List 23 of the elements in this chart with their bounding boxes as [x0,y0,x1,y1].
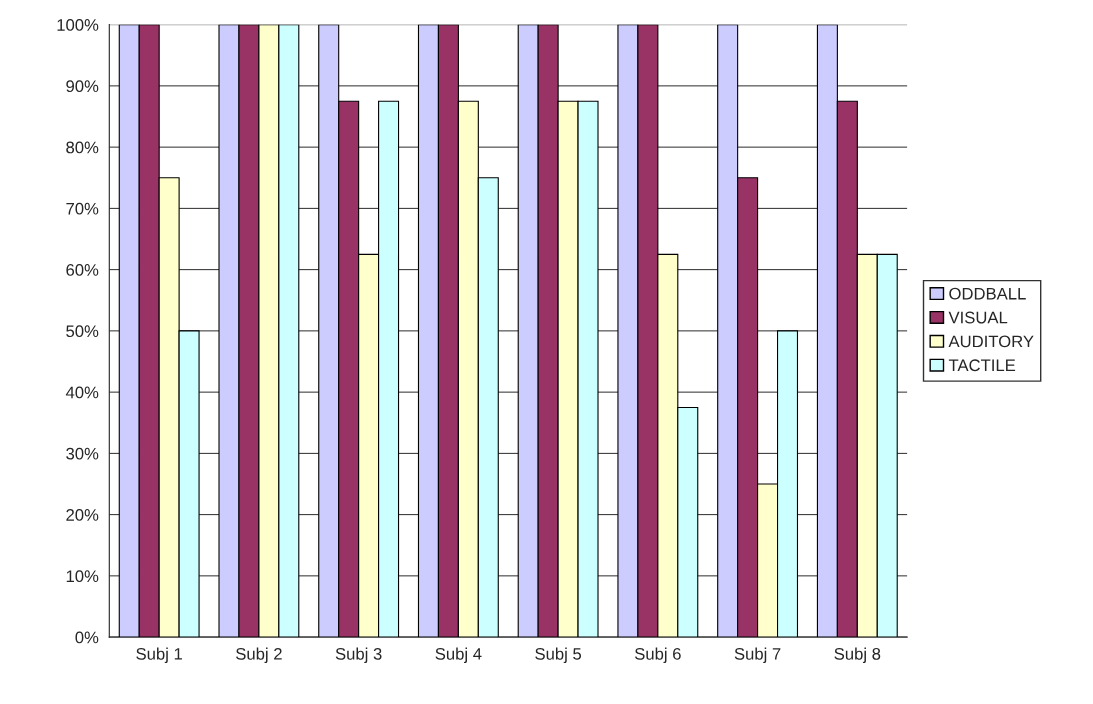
y-tick-label: 30% [66,447,99,460]
x-tick-label: Subj 3 [335,647,382,664]
x-tick-label: Subj 8 [834,647,881,664]
x-tick-label: Subj 4 [435,647,482,664]
legend-label: AUDITORY [948,335,1034,348]
y-tick-label: 10% [66,570,99,583]
legend-label: TACTILE [948,359,1016,372]
y-tick-label: 90% [66,80,99,93]
y-tick-label: 50% [66,325,99,338]
y-tick-label: 80% [66,141,99,154]
y-tick-label: 60% [66,264,99,276]
x-tick-label: Subj 7 [734,647,781,664]
y-tick-label: 0% [75,631,99,644]
y-tick-label: 70% [66,202,99,215]
legend-label: ODDBALL [949,287,1026,300]
y-tick-label: 100% [57,19,99,31]
y-tick-label: 20% [66,509,99,521]
y-tick-label: 40% [65,386,99,399]
x-tick-label: Subj 6 [634,647,681,664]
legend-label: VISUAL [948,311,1008,324]
x-tick-label: Subj 5 [535,647,582,664]
x-tick-label: Subj 1 [136,647,182,664]
x-tick-label: Subj 2 [236,647,282,664]
